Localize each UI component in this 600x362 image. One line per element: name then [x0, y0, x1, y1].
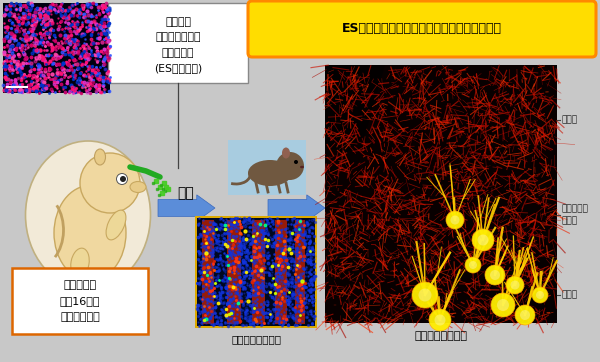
Bar [3, 3, 110, 93]
Circle shape [451, 215, 460, 224]
Circle shape [276, 152, 304, 180]
Text: マウス胚仔
妊娠16日目
の小脳へ移植: マウス胚仔 妊娠16日目 の小脳へ移植 [60, 281, 100, 321]
Polygon shape [465, 225, 557, 323]
Circle shape [491, 293, 515, 317]
Text: 顆粒層: 顆粒層 [561, 290, 577, 299]
Circle shape [465, 257, 481, 273]
Text: 出生: 出生 [178, 186, 194, 200]
Circle shape [520, 310, 530, 320]
Circle shape [511, 281, 520, 290]
Text: ES細胞由来のプルキンエ細胞の生着（黄色）: ES細胞由来のプルキンエ細胞の生着（黄色） [342, 22, 502, 35]
Ellipse shape [54, 185, 126, 281]
Ellipse shape [282, 147, 290, 159]
Ellipse shape [106, 210, 126, 240]
Circle shape [429, 309, 451, 331]
Ellipse shape [95, 149, 106, 165]
Circle shape [446, 211, 464, 229]
Bar [227, 220, 241, 324]
Bar [12, 268, 148, 334]
Circle shape [120, 176, 126, 182]
Bar [195, 216, 317, 328]
Circle shape [485, 265, 505, 285]
Circle shape [434, 315, 445, 325]
Circle shape [515, 305, 535, 325]
Circle shape [497, 299, 509, 311]
Ellipse shape [248, 160, 292, 186]
Bar [228, 140, 306, 195]
Circle shape [412, 282, 438, 308]
Circle shape [469, 261, 477, 269]
Circle shape [532, 287, 548, 303]
Circle shape [294, 160, 298, 164]
FancyBboxPatch shape [248, 1, 596, 57]
Ellipse shape [130, 181, 146, 193]
Bar [252, 220, 265, 324]
Circle shape [80, 153, 140, 213]
Bar [295, 220, 305, 324]
Text: 分子層: 分子層 [561, 115, 577, 125]
Bar [202, 220, 214, 324]
Circle shape [506, 276, 524, 294]
Circle shape [536, 291, 544, 299]
Circle shape [472, 229, 494, 251]
Ellipse shape [71, 248, 89, 278]
Text: プルキンエ
細胞層: プルキンエ 細胞層 [561, 205, 588, 226]
FancyArrow shape [268, 195, 325, 221]
Ellipse shape [25, 141, 151, 289]
FancyArrow shape [158, 195, 215, 221]
Polygon shape [325, 65, 385, 155]
Ellipse shape [300, 166, 304, 168]
Circle shape [419, 289, 431, 302]
Circle shape [116, 173, 128, 185]
Circle shape [490, 270, 500, 280]
Bar [108, 3, 248, 83]
Text: 生後１カ月の小脳: 生後１カ月の小脳 [415, 331, 467, 341]
Bar [197, 218, 315, 326]
Text: 純化した
プルキンエ細胞
の前駆細胞
(ES細胞由来): 純化した プルキンエ細胞 の前駆細胞 (ES細胞由来) [154, 17, 202, 73]
Bar [325, 65, 557, 323]
Circle shape [478, 235, 488, 245]
Text: 生後１週目の小脳: 生後１週目の小脳 [231, 334, 281, 344]
Bar [275, 220, 287, 324]
